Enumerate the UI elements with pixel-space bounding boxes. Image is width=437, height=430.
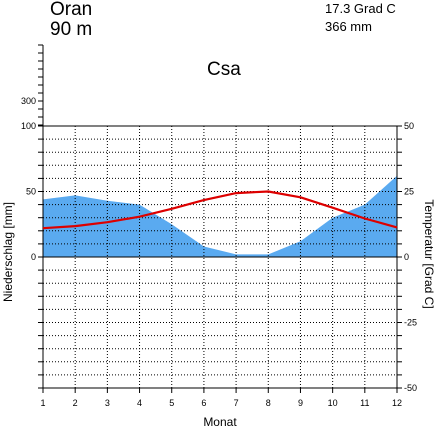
x-tick-label: 7 (234, 398, 239, 408)
x-tick-label: 12 (392, 398, 402, 408)
x-tick-label: 3 (105, 398, 110, 408)
x-axis-title: Monat (203, 415, 237, 429)
right-tick-label: 0 (404, 252, 409, 262)
left-tick-label: 50 (26, 187, 36, 197)
station-elevation: 90 m (50, 19, 93, 40)
left-tick-label: 300 (21, 96, 36, 106)
x-tick-label: 8 (266, 398, 271, 408)
right-tick-label: -50 (404, 383, 417, 393)
left-tick-label: 100 (21, 121, 36, 131)
right-axis-title: Temperatur [Grad C] (422, 199, 436, 308)
right-tick-label: 25 (404, 187, 414, 197)
mean-temperature: 17.3 Grad C (325, 1, 396, 16)
left-tick-label: 0 (31, 252, 36, 262)
x-tick-label: 5 (169, 398, 174, 408)
x-tick-label: 10 (328, 398, 338, 408)
x-tick-label: 4 (137, 398, 142, 408)
annual-precipitation: 366 mm (325, 19, 372, 34)
precipitation-area (43, 175, 397, 257)
climate-class: Csa (207, 59, 241, 80)
right-tick-label: 50 (404, 121, 414, 131)
right-tick-label: -25 (404, 318, 417, 328)
left-axis-title: Niederschlag [mm] (1, 202, 15, 302)
x-tick-label: 6 (201, 398, 206, 408)
station-name: Oran (50, 0, 93, 20)
x-tick-label: 2 (73, 398, 78, 408)
x-tick-label: 11 (360, 398, 369, 408)
x-tick-label: 1 (40, 398, 45, 408)
temperature-line (42, 190, 398, 230)
x-tick-label: 9 (298, 398, 303, 408)
